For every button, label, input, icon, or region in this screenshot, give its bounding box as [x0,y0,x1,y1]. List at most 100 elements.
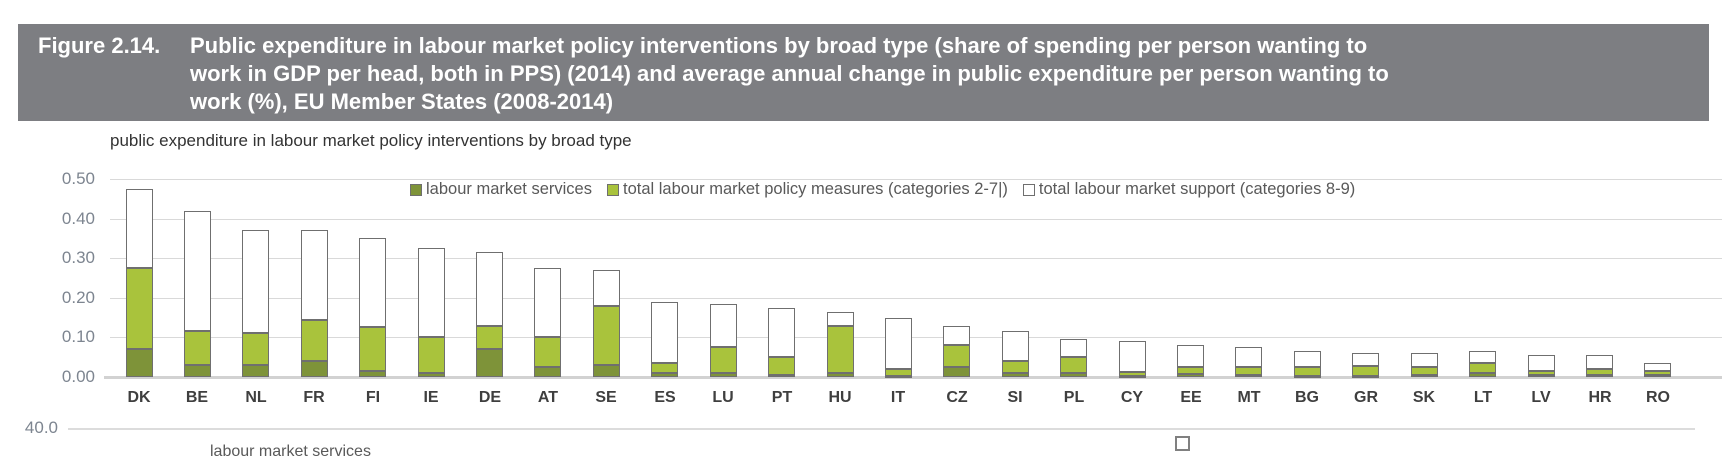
bar-segment-SI [1002,373,1029,377]
bar-segment-NL [242,230,269,333]
bar-segment-LU [710,304,737,347]
legend-label: total labour market policy measures (cat… [622,180,1008,198]
bar-segment-SI [1002,331,1029,361]
bar-segment-FI [359,371,386,377]
bar-segment-SE [593,270,620,306]
legend-item: total labour market policy measures (cat… [606,180,1008,199]
bar-segment-HR [1586,375,1613,377]
bar-segment-LV [1528,375,1555,377]
y-axis-tick-label: 0.50 [61,169,95,188]
x-axis-label-PL: PL [1063,389,1085,406]
bar-segment-FR [301,230,328,320]
legend-swatch-icon [410,183,422,196]
x-axis-label-PT: PT [771,389,793,406]
y-axis-tick-label: 0.10 [61,327,95,346]
x-axis-label-NL: NL [245,389,267,406]
x-axis-label-SK: SK [1412,389,1436,406]
bar-segment-FI [359,327,386,371]
legend-swatch-white [1175,436,1190,451]
x-axis-label-DK: DK [127,389,151,406]
bar-segment-IE [418,373,445,377]
legend-label: labour market services [426,180,592,198]
bar-segment-HU [827,373,854,377]
bar-segment-LV [1528,355,1555,371]
bar-segment-MT [1235,367,1262,375]
bar-segment-AT [534,268,561,337]
bar-segment-IE [418,337,445,373]
y-axis-tick-label: 0.00 [61,367,95,386]
bar-segment-EE [1177,367,1204,374]
legend-label: total labour market support (categories … [1038,180,1356,198]
gridline [110,337,1722,338]
figure-title-line-3: work (%), EU Member States (2008-2014) [190,89,614,114]
y-axis-tick-label: 0.30 [61,248,95,267]
x-axis-label-ES: ES [654,389,676,406]
bar-segment-CY [1119,341,1146,372]
x-axis-label-HU: HU [828,389,852,406]
x-axis-line [104,376,1722,379]
bar-segment-BG [1294,351,1321,367]
gridline [110,219,1722,220]
bar-segment-CZ [943,367,970,377]
x-axis-label-IT: IT [890,389,906,406]
x-axis-label-SI: SI [1007,389,1023,406]
bar-segment-SK [1411,375,1438,377]
bar-segment-MT [1235,375,1262,377]
x-axis-label-FI: FI [365,389,381,406]
x-axis-label-FR: FR [303,389,325,406]
x-axis-label-BG: BG [1295,389,1319,406]
bar-segment-DK [126,349,153,377]
bar-segment-LU [710,373,737,377]
figure-number: Figure 2.14. [38,33,161,58]
chart-legend: labour market services total labour marke… [410,180,1355,199]
bar-segment-AT [534,367,561,377]
x-axis-label-DE: DE [478,389,502,406]
x-axis-label-LT: LT [1473,389,1493,406]
x-axis-label-HR: HR [1588,389,1612,406]
bar-segment-FR [301,320,328,361]
bar-segment-BE [184,211,211,331]
bar-segment-LV [1528,371,1555,375]
y-axis-tick-label: 0.40 [61,209,95,228]
gridline [110,258,1722,259]
figure-title-banner: Figure 2.14. Public expenditure in labou… [18,24,1709,121]
bar-segment-LU [710,347,737,373]
bar-segment-HR [1586,369,1613,375]
bar-segment-PT [768,308,795,357]
figure-title-line-2: work in GDP per head, both in PPS) (2014… [190,61,1389,86]
x-axis-label-GR: GR [1354,389,1378,406]
bar-segment-BE [184,365,211,377]
bar-segment-EE [1177,374,1204,377]
x-axis-label-MT: MT [1237,389,1261,406]
bar-segment-ES [651,373,678,377]
bar-segment-MT [1235,347,1262,367]
axis-tick-label: 40.0 [24,418,58,437]
gridline [68,428,1695,430]
bar-segment-DK [126,268,153,349]
bar-segment-SE [593,365,620,377]
bar-segment-DE [476,349,503,377]
bar-segment-SE [593,306,620,365]
bar-segment-PL [1060,373,1087,377]
chart-title: public expenditure in labour market poli… [110,131,632,150]
bar-segment-BE [184,331,211,365]
bar-segment-PL [1060,339,1087,357]
legend-item: labour market services [410,180,592,199]
bar-segment-SK [1411,367,1438,375]
bar-segment-CZ [943,326,970,345]
bar-segment-CY [1119,372,1146,376]
bar-segment-BG [1294,367,1321,376]
bar-segment-SI [1002,361,1029,373]
bar-segment-GR [1352,376,1379,378]
bar-segment-CZ [943,345,970,367]
bar-segment-PT [768,375,795,377]
bar-segment-GR [1352,366,1379,376]
bar-segment-PT [768,357,795,375]
legend-swatch-icon [606,183,619,196]
figure-title: Public expenditure in labour market poli… [190,32,1389,114]
bar-segment-ES [651,302,678,363]
x-axis-label-SE: SE [595,389,617,406]
bar-segment-FR [301,361,328,377]
bar-segment-EE [1177,345,1204,367]
x-axis-label-LU: LU [712,389,734,406]
